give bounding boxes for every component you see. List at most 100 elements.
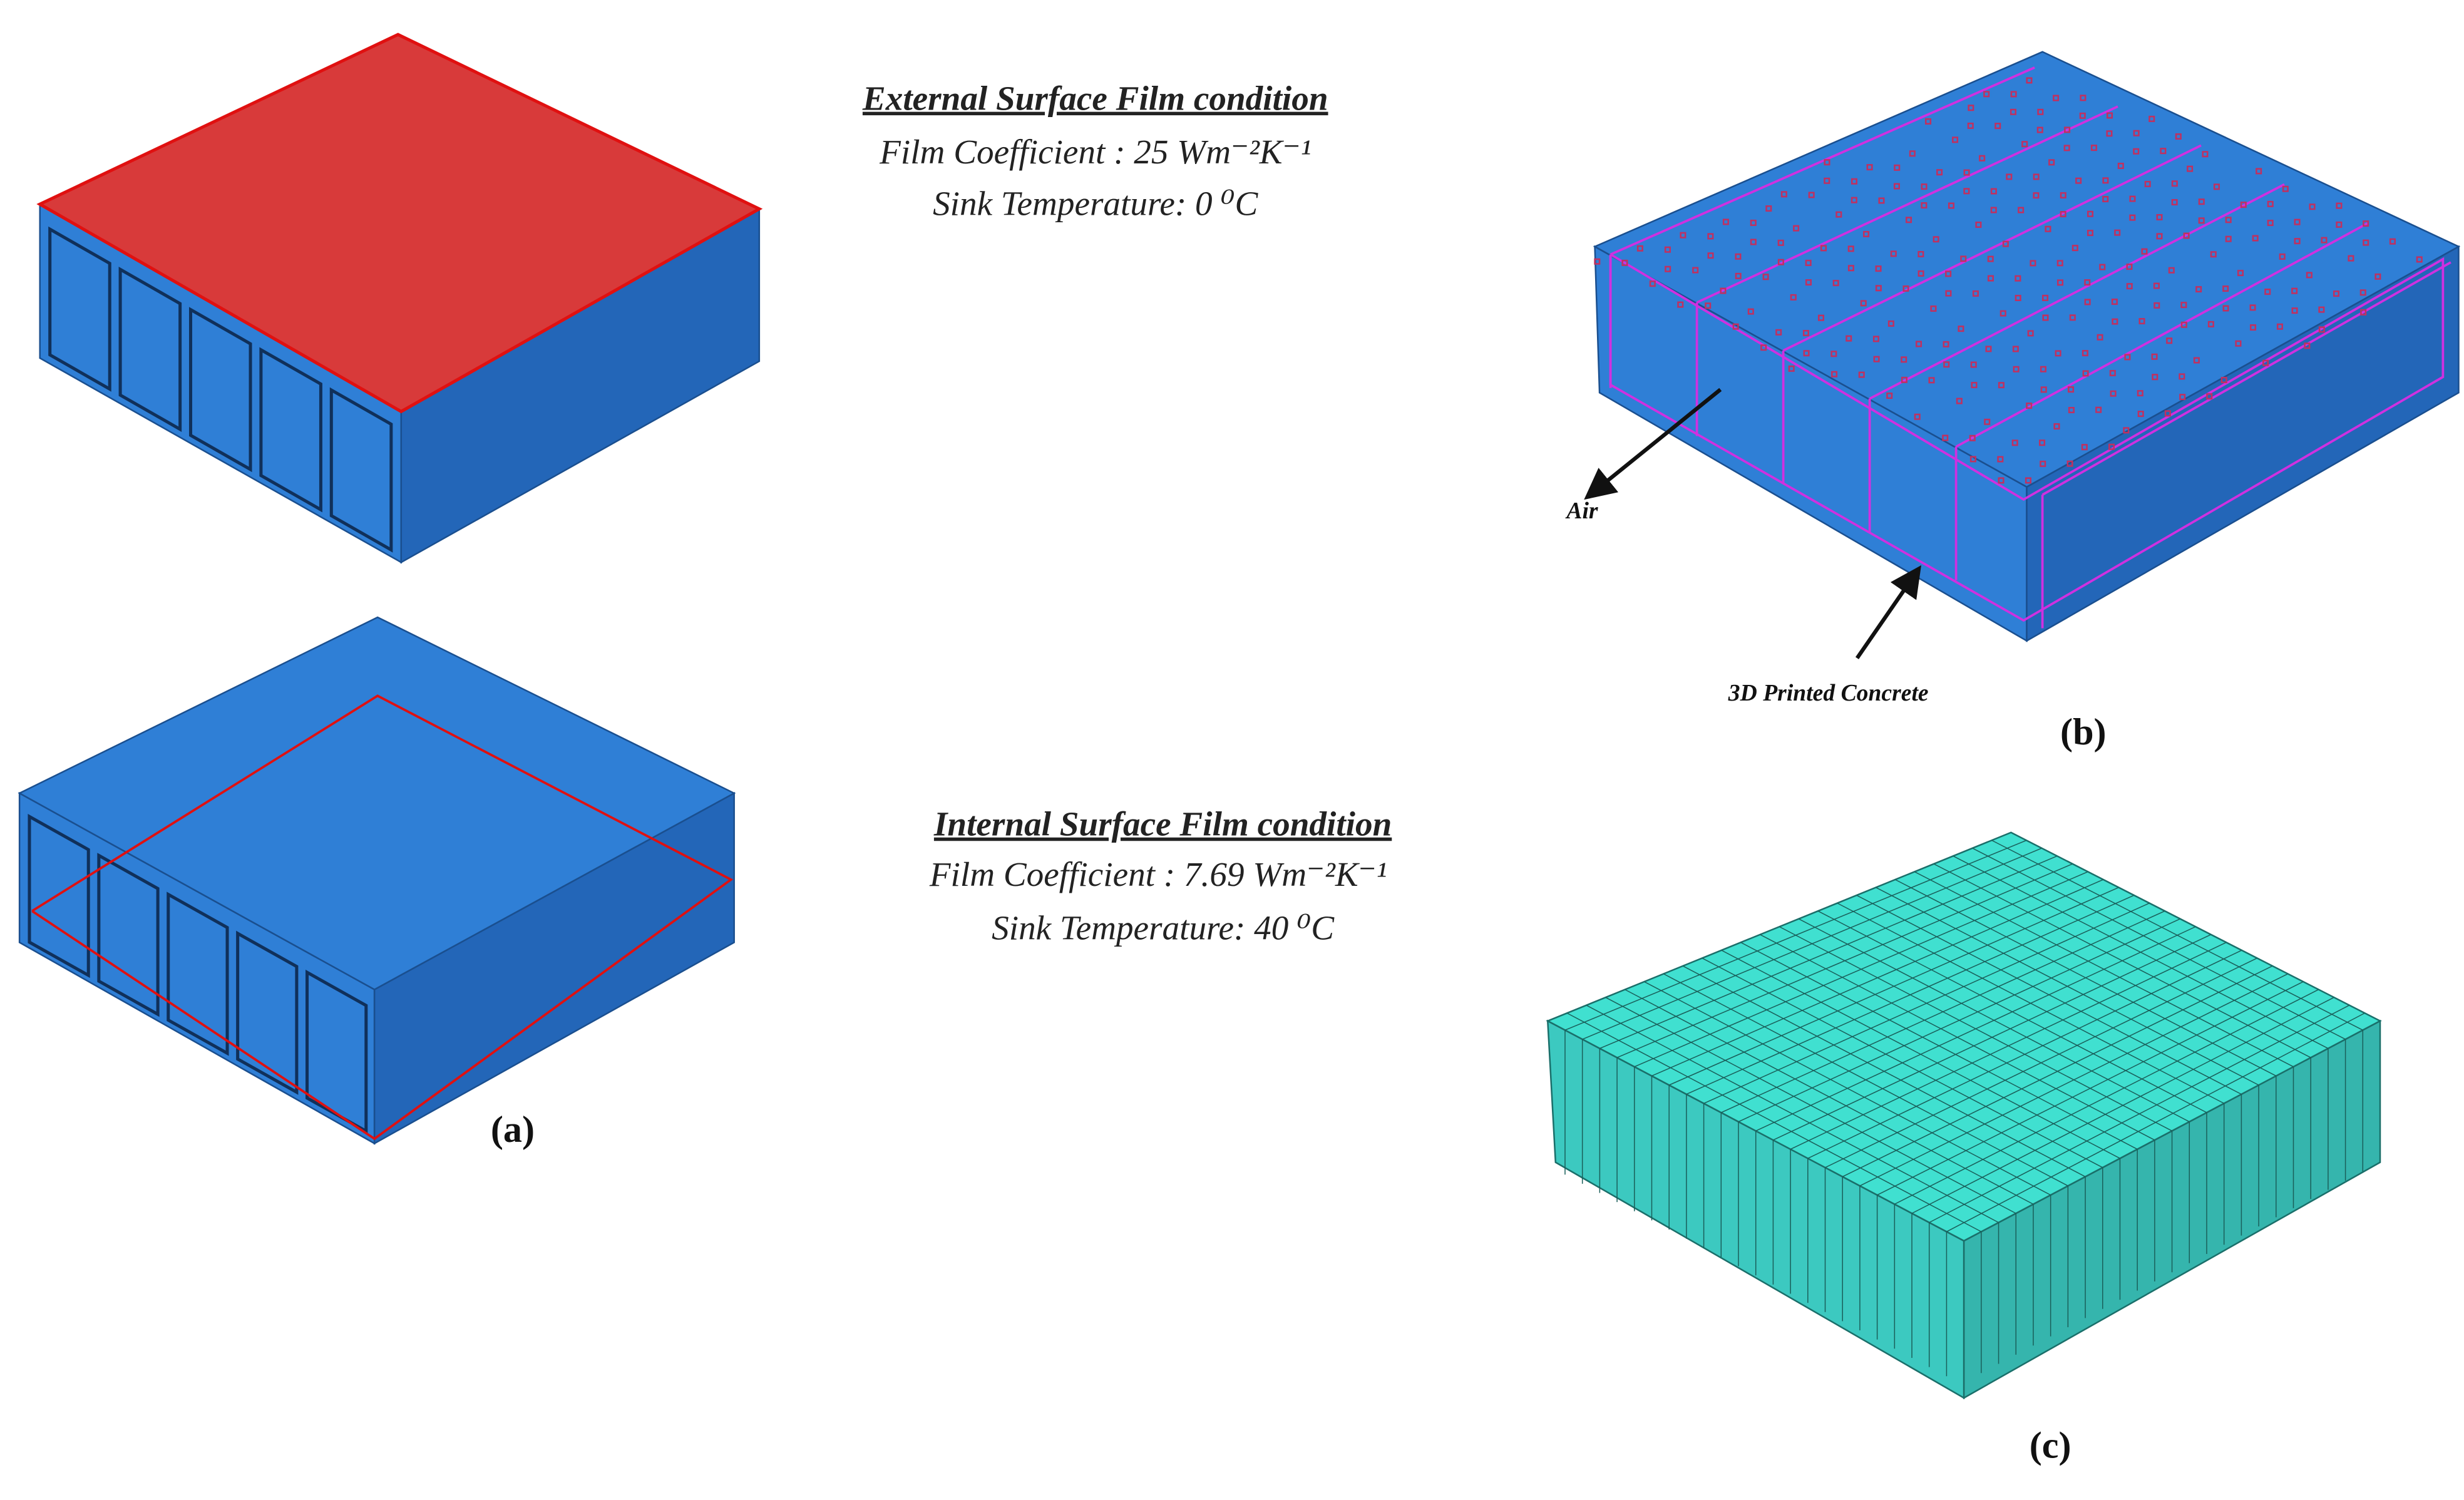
shape — [2060, 211, 2066, 218]
shape — [1946, 1012, 2365, 1233]
shape — [2039, 439, 2046, 446]
shape — [2213, 183, 2220, 190]
shape — [1793, 225, 1800, 232]
shape — [2318, 306, 2325, 313]
shape — [1869, 183, 2285, 400]
shape — [1680, 232, 1686, 239]
shape — [2099, 264, 2106, 270]
shape — [2249, 304, 2256, 311]
panel-label: (b) — [2060, 711, 2107, 753]
shape — [2133, 148, 2140, 155]
shape — [1963, 188, 1970, 195]
shape — [2193, 357, 2200, 364]
shape — [2156, 213, 2163, 220]
shape — [1621, 259, 1628, 266]
shape — [2160, 148, 2167, 155]
shape — [1972, 848, 2346, 1040]
shape — [1636, 245, 1643, 252]
shape — [1963, 169, 1970, 176]
shape — [188, 307, 252, 473]
shape — [2166, 337, 2173, 344]
shape — [2237, 270, 2244, 277]
shape — [1664, 246, 1671, 253]
shape — [2220, 376, 2227, 384]
shape — [1968, 105, 1974, 111]
shape — [2348, 255, 2354, 262]
arrow — [1855, 565, 1922, 660]
panel-label: (a) — [491, 1109, 535, 1151]
shape — [1805, 259, 1812, 266]
shape — [2171, 199, 2178, 206]
shape — [1609, 253, 2445, 622]
shape — [2069, 314, 2076, 321]
shape — [2294, 218, 2301, 225]
shape — [2206, 393, 2213, 400]
shape — [2126, 264, 2133, 270]
shape — [1851, 197, 1857, 203]
shape — [2282, 185, 2289, 192]
shape — [1720, 287, 1727, 294]
shape — [2321, 237, 2328, 244]
model-air — [1593, 51, 2461, 642]
shape — [1990, 188, 1997, 195]
shape — [1999, 310, 2006, 317]
shape — [2416, 256, 2423, 263]
shape — [2202, 151, 2209, 158]
shape — [305, 969, 368, 1134]
shape — [2090, 145, 2097, 152]
shape — [2267, 200, 2274, 207]
shape — [1985, 346, 1992, 352]
shape — [2081, 444, 2088, 451]
shape — [2042, 294, 2049, 301]
shape — [1875, 285, 1882, 292]
shape — [259, 347, 322, 513]
shape — [1760, 344, 1767, 351]
shape — [1967, 122, 1974, 129]
shape — [2114, 229, 2121, 236]
shape — [2359, 289, 2366, 296]
shape — [2256, 168, 2262, 175]
shape — [1872, 336, 1879, 342]
shape — [2389, 238, 2396, 245]
shape — [2002, 240, 2009, 247]
shape — [1953, 855, 2329, 1049]
shape — [28, 813, 90, 979]
shape — [2045, 225, 2051, 232]
shape — [2123, 427, 2130, 434]
shape — [2336, 221, 2343, 228]
shape — [2018, 207, 2025, 213]
shape — [2010, 108, 2016, 115]
shape — [2180, 302, 2187, 309]
shape — [1790, 294, 1797, 301]
shape — [2106, 130, 2113, 137]
shape — [1936, 169, 1943, 176]
shape — [1594, 258, 1601, 265]
shape — [2063, 145, 2070, 152]
shape — [2056, 260, 2063, 267]
text: Sink Temperature: 40 ⁰C — [992, 908, 1335, 947]
shape — [1707, 252, 1714, 259]
shape — [2225, 235, 2232, 242]
shape — [2012, 346, 2019, 352]
shape — [2013, 366, 2020, 372]
shape — [2126, 283, 2133, 290]
shape — [2129, 195, 2136, 202]
shape — [2068, 386, 2075, 393]
shape — [2066, 460, 2073, 467]
shape — [1921, 183, 1928, 190]
shape — [1942, 434, 1949, 441]
shape — [2053, 423, 2060, 430]
shape — [1901, 356, 1907, 363]
shape — [2040, 460, 2046, 467]
shape — [2011, 439, 2018, 446]
shape — [1788, 365, 1795, 372]
shape — [2112, 318, 2118, 325]
shape — [1901, 376, 1907, 383]
shape — [2053, 95, 2060, 101]
shape — [1894, 989, 2319, 1205]
shape — [2015, 275, 2021, 282]
shape — [2225, 217, 2232, 223]
shape — [1970, 361, 1977, 368]
shape — [2180, 321, 2187, 328]
shape — [1955, 222, 2368, 448]
